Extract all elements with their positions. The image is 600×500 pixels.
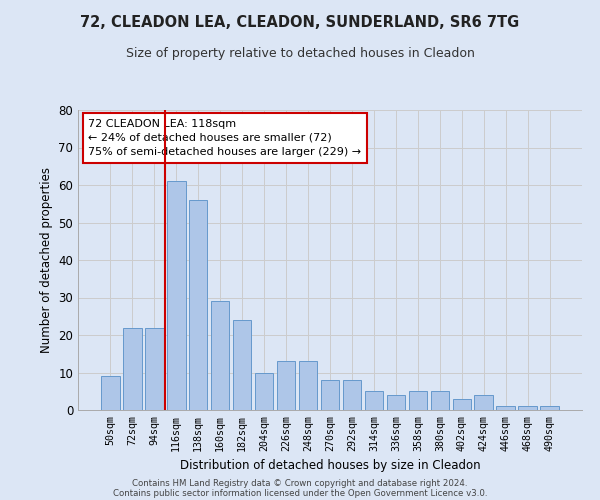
Text: 72 CLEADON LEA: 118sqm
← 24% of detached houses are smaller (72)
75% of semi-det: 72 CLEADON LEA: 118sqm ← 24% of detached… — [88, 119, 361, 157]
Bar — [496, 406, 515, 410]
Bar — [211, 301, 229, 410]
Bar — [343, 380, 361, 410]
Bar — [145, 328, 164, 410]
Bar — [409, 391, 427, 410]
Bar — [431, 391, 449, 410]
Bar — [452, 399, 471, 410]
Text: Contains public sector information licensed under the Open Government Licence v3: Contains public sector information licen… — [113, 488, 487, 498]
Bar — [541, 406, 559, 410]
Bar — [475, 395, 493, 410]
Bar — [233, 320, 251, 410]
Bar — [277, 361, 295, 410]
Text: 72, CLEADON LEA, CLEADON, SUNDERLAND, SR6 7TG: 72, CLEADON LEA, CLEADON, SUNDERLAND, SR… — [80, 15, 520, 30]
Bar — [167, 181, 185, 410]
Bar — [255, 372, 274, 410]
Text: Size of property relative to detached houses in Cleadon: Size of property relative to detached ho… — [125, 48, 475, 60]
Y-axis label: Number of detached properties: Number of detached properties — [40, 167, 53, 353]
Text: Contains HM Land Registry data © Crown copyright and database right 2024.: Contains HM Land Registry data © Crown c… — [132, 478, 468, 488]
Bar — [123, 328, 142, 410]
Bar — [320, 380, 340, 410]
Bar — [386, 395, 405, 410]
Bar — [365, 391, 383, 410]
Bar — [518, 406, 537, 410]
X-axis label: Distribution of detached houses by size in Cleadon: Distribution of detached houses by size … — [179, 459, 481, 472]
Bar — [101, 376, 119, 410]
Bar — [189, 200, 208, 410]
Bar — [299, 361, 317, 410]
